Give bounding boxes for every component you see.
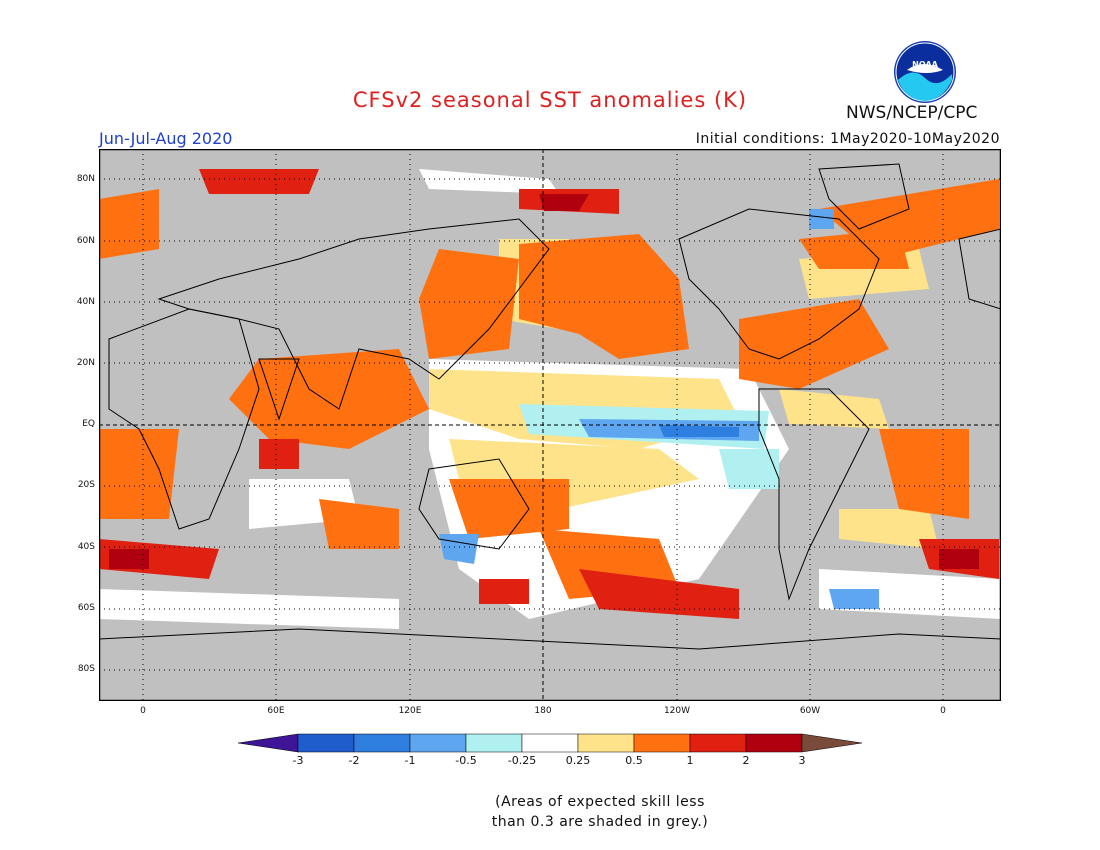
lon-label: 180	[534, 706, 552, 716]
lat-label: EQ	[82, 419, 95, 429]
lat-label: 20N	[76, 358, 95, 368]
chart-title: CFSv2 seasonal SST anomalies (K)	[352, 88, 748, 112]
lat-label: 40S	[77, 542, 95, 552]
colorbar	[238, 733, 862, 753]
lat-label: 40N	[76, 297, 95, 307]
noaa-logo: NOAA	[894, 41, 956, 103]
lon-label: 0	[140, 706, 146, 716]
colorbar-label: 3	[798, 754, 806, 767]
lon-label: 60W	[799, 706, 821, 716]
colorbar-label: 0.5	[625, 754, 643, 767]
lat-label: 60N	[76, 236, 95, 246]
footnote-line: (Areas of expected skill less	[495, 794, 705, 810]
lat-label: 80N	[76, 174, 95, 184]
skill-footnote: (Areas of expected skill less than 0.3 a…	[440, 792, 760, 832]
initial-conditions-label: Initial conditions: 1May2020-10May2020	[695, 131, 1000, 147]
colorbar-label: -1	[404, 754, 416, 767]
colorbar-label: -0.25	[507, 754, 537, 767]
lat-label: 80S	[77, 664, 95, 674]
colorbar-label: -0.5	[455, 754, 477, 767]
lon-label: 120W	[663, 706, 691, 716]
colorbar-label: 1	[686, 754, 694, 767]
lon-label: 120E	[398, 706, 422, 716]
lat-label: 60S	[77, 603, 95, 613]
footnote-line: than 0.3 are shaded in grey.)	[491, 814, 709, 830]
colorbar-label: 2	[742, 754, 750, 767]
svg-text:NOAA: NOAA	[912, 60, 938, 69]
lon-label: 0	[940, 706, 946, 716]
sst-anomaly-map	[99, 149, 1001, 701]
lon-label: 60E	[267, 706, 285, 716]
lat-label: 20S	[77, 480, 95, 490]
colorbar-label: -2	[348, 754, 360, 767]
colorbar-label: 0.25	[565, 754, 591, 767]
season-label: Jun-Jul-Aug 2020	[99, 129, 233, 148]
agency-label: NWS/NCEP/CPC	[846, 103, 978, 123]
colorbar-label: -3	[292, 754, 304, 767]
